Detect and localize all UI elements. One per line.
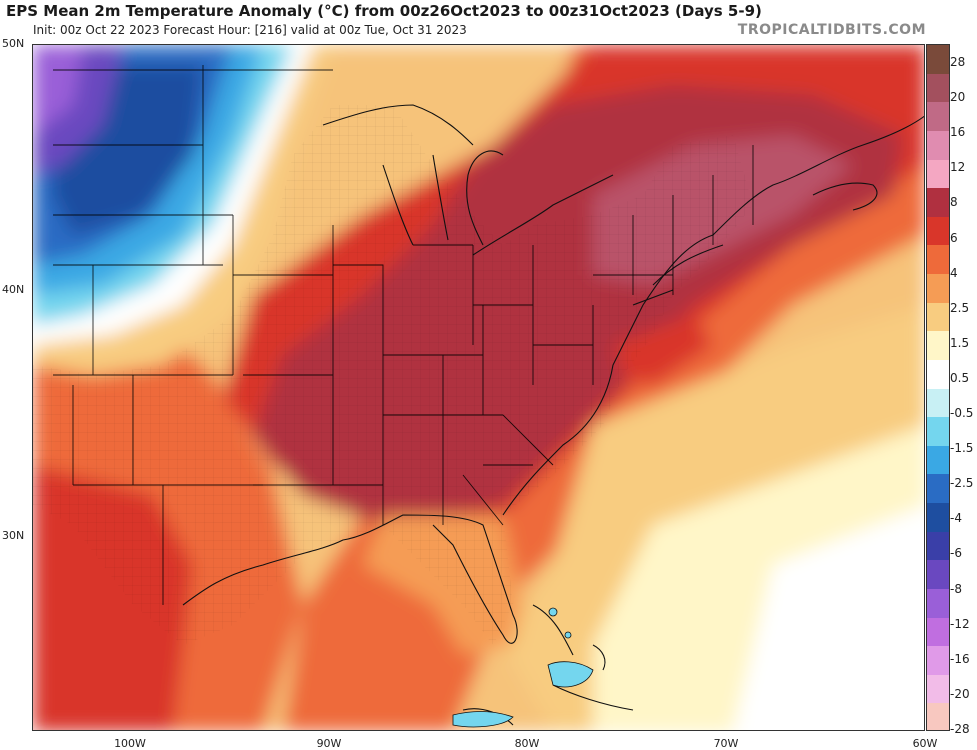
anomaly-map: [32, 44, 925, 731]
colorbar-label: -20: [950, 686, 970, 701]
colorbar-label: 16: [950, 125, 966, 140]
chart-title: EPS Mean 2m Temperature Anomaly (°C) fro…: [6, 2, 762, 20]
colorbar-swatch: [927, 646, 949, 676]
colorbar-label: 0.5: [950, 370, 970, 385]
colorbar-swatch: [927, 560, 949, 590]
longitude-label-80w: 80W: [514, 737, 540, 750]
colorbar-swatch: [927, 216, 949, 247]
colorbar-swatch: [927, 388, 949, 419]
colorbar-swatch: [927, 445, 949, 476]
colorbar-swatch: [927, 588, 949, 619]
colorbar-label: 20: [950, 90, 966, 105]
county-grid: [33, 105, 753, 645]
colorbar-swatch: [927, 331, 949, 361]
colorbar-label: 6: [950, 230, 958, 245]
colorbar: [926, 44, 950, 731]
colorbar-label: 4: [950, 265, 958, 280]
colorbar-label: 2.5: [950, 300, 970, 315]
latitude-label-30n: 30N: [2, 529, 25, 542]
colorbar-swatch: [927, 130, 949, 161]
colorbar-swatch: [927, 274, 949, 304]
colorbar-label: -28: [950, 722, 970, 736]
colorbar-label: -8: [950, 581, 962, 596]
colorbar-swatch: [927, 159, 949, 190]
colorbar-label: -1.5: [950, 441, 974, 456]
colorbar-swatch: [927, 417, 949, 447]
longitude-label-100w: 100W: [114, 737, 146, 750]
colorbar-label: -2.5: [950, 476, 974, 491]
colorbar-swatch: [927, 102, 949, 132]
colorbar-swatch: [927, 503, 949, 533]
colorbar-label: -12: [950, 616, 970, 631]
colorbar-label: -0.5: [950, 406, 974, 421]
colorbar-swatch: [927, 188, 949, 218]
colorbar-label: -4: [950, 511, 962, 526]
colorbar-label: 12: [950, 160, 966, 175]
caribbean-islands: [452, 607, 594, 728]
longitude-label-60w: 60W: [912, 737, 938, 750]
colorbar-swatch: [927, 302, 949, 333]
colorbar-swatch: [927, 474, 949, 504]
longitude-label-90w: 90W: [316, 737, 342, 750]
latitude-label-50n: 50N: [2, 37, 25, 50]
colorbar-swatch: [927, 45, 949, 75]
colorbar-label: 28: [950, 55, 966, 69]
coastlines: [33, 45, 35, 47]
colorbar-label: 8: [950, 195, 958, 210]
chart-subtitle: Init: 00z Oct 22 2023 Forecast Hour: [21…: [33, 23, 467, 37]
longitude-label-70w: 70W: [713, 737, 739, 750]
brand-watermark: TROPICALTIDBITS.COM: [737, 22, 926, 38]
colorbar-label: 1.5: [950, 335, 970, 350]
state-borders: [53, 65, 754, 605]
colorbar-label: -6: [950, 546, 962, 561]
colorbar-swatch: [927, 531, 949, 562]
colorbar-label: -16: [950, 651, 970, 666]
colorbar-swatch: [927, 617, 949, 648]
colorbar-swatch: [927, 703, 949, 730]
latitude-label-40n: 40N: [2, 283, 25, 296]
colorbar-swatch: [927, 245, 949, 275]
colorbar-swatch: [927, 73, 949, 104]
coastlines-sharp: [182, 104, 924, 726]
colorbar-swatch: [927, 674, 949, 705]
colorbar-swatch: [927, 359, 949, 390]
